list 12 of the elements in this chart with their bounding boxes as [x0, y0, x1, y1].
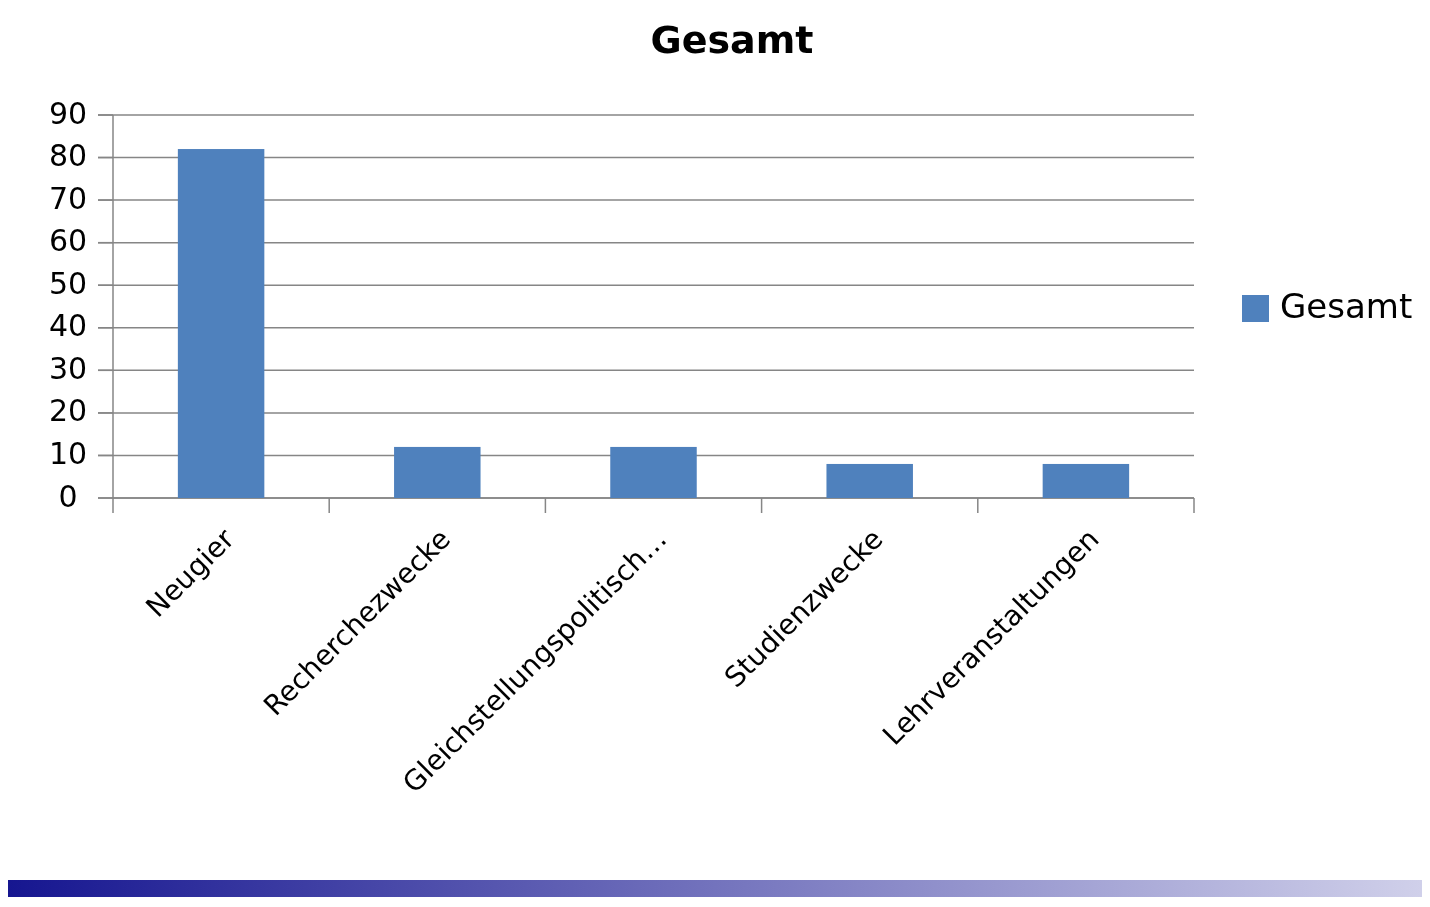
y-tick-label: 50 — [48, 265, 88, 301]
legend-label: Gesamt — [1280, 285, 1413, 326]
y-tick-label: 20 — [48, 393, 88, 429]
y-tick-label: 40 — [48, 308, 88, 344]
y-tick-label: 10 — [48, 435, 88, 471]
y-tick-label: 80 — [48, 138, 88, 174]
y-tick-label: 70 — [48, 180, 88, 216]
y-tick-label: 30 — [48, 350, 88, 386]
y-tick-label: 90 — [48, 95, 88, 131]
chart-title: Gesamt — [650, 18, 814, 62]
y-tick-label: 60 — [48, 223, 88, 259]
y-tick-label: 0 — [58, 478, 78, 514]
